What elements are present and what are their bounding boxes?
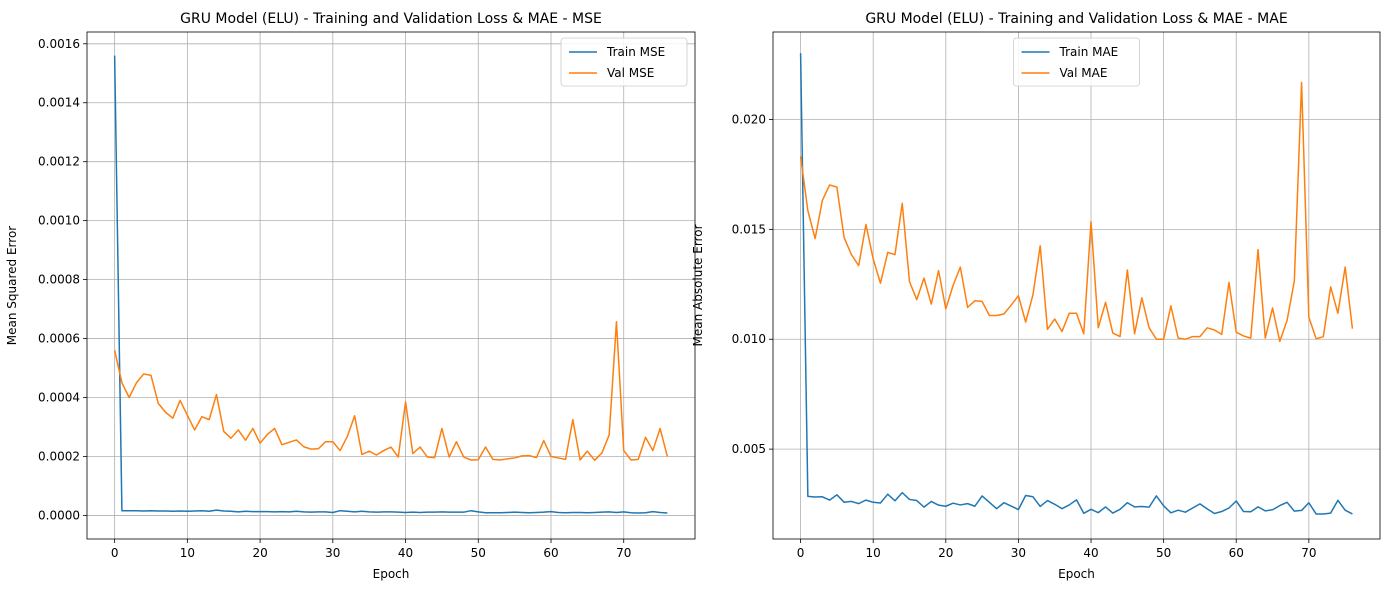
x-tick-label: 0 [797, 546, 805, 560]
x-tick-label: 60 [543, 546, 558, 560]
chart-title: GRU Model (ELU) - Training and Validatio… [865, 11, 1287, 27]
series-line-2 [113, 321, 669, 462]
x-tick-label: 60 [1229, 546, 1244, 560]
x-tick-label: 20 [252, 546, 267, 560]
legend-label: Val MSE [607, 66, 654, 80]
x-tick-label: 20 [938, 546, 953, 560]
legend-label: Train MSE [606, 45, 665, 59]
legend-label: Train MAE [1059, 45, 1119, 59]
x-tick-label: 30 [1011, 546, 1026, 560]
x-tick-label: 70 [616, 546, 631, 560]
x-tick-label: 50 [471, 546, 486, 560]
x-tick-label: 0 [111, 546, 119, 560]
chart-panel-1: 0 10 20 30 40 50 60 70 0.0000 0.0002 0.0004 0.0006 0… [5, 11, 696, 581]
y-tick-label: 0.0016 [38, 37, 80, 51]
plot-frame [86, 31, 696, 540]
y-tick-label: 0.015 [732, 222, 766, 236]
y-tick-label: 0.0010 [38, 214, 80, 228]
chart-panel-2: 0 10 20 30 40 50 60 70 0.005 0.010 0.015 0.020 GRU M… [691, 11, 1381, 581]
x-tick-label: 10 [180, 546, 195, 560]
y-tick-label: 0.010 [732, 332, 766, 346]
x-tick-label: 70 [1301, 546, 1316, 560]
y-tick-label: 0.0004 [38, 391, 80, 405]
legend: Train MSE Val MSE [560, 37, 688, 87]
y-tick-label: 0.005 [732, 442, 766, 456]
x-axis-label: Epoch [1058, 567, 1095, 581]
x-tick-label: 10 [866, 546, 881, 560]
y-tick-label: 0.0014 [38, 96, 80, 110]
x-tick-label: 30 [325, 546, 340, 560]
legend-label: Val MAE [1060, 66, 1108, 80]
x-tick-label: 40 [398, 546, 413, 560]
y-tick-label: 0.0002 [38, 449, 80, 463]
series-line-1 [799, 53, 1353, 515]
series-line-1 [113, 55, 668, 514]
y-axis-label: Mean Absolute Error [691, 224, 705, 346]
legend: Train MAE Val MAE [1013, 37, 1140, 87]
y-axis-label: Mean Squared Error [5, 226, 19, 346]
plot-frame [772, 31, 1381, 540]
series-line-2 [799, 81, 1354, 343]
chart-title: GRU Model (ELU) - Training and Validatio… [180, 11, 602, 27]
legend-box [560, 37, 688, 87]
y-tick-label: 0.0000 [38, 508, 80, 522]
x-axis-label: Epoch [373, 567, 410, 581]
y-tick-label: 0.0008 [38, 273, 80, 287]
y-tick-label: 0.020 [732, 112, 766, 126]
y-tick-label: 0.0012 [38, 155, 80, 169]
y-tick-label: 0.0006 [38, 332, 80, 346]
x-tick-label: 50 [1156, 546, 1171, 560]
legend-box [1013, 37, 1140, 87]
x-tick-label: 40 [1083, 546, 1098, 560]
